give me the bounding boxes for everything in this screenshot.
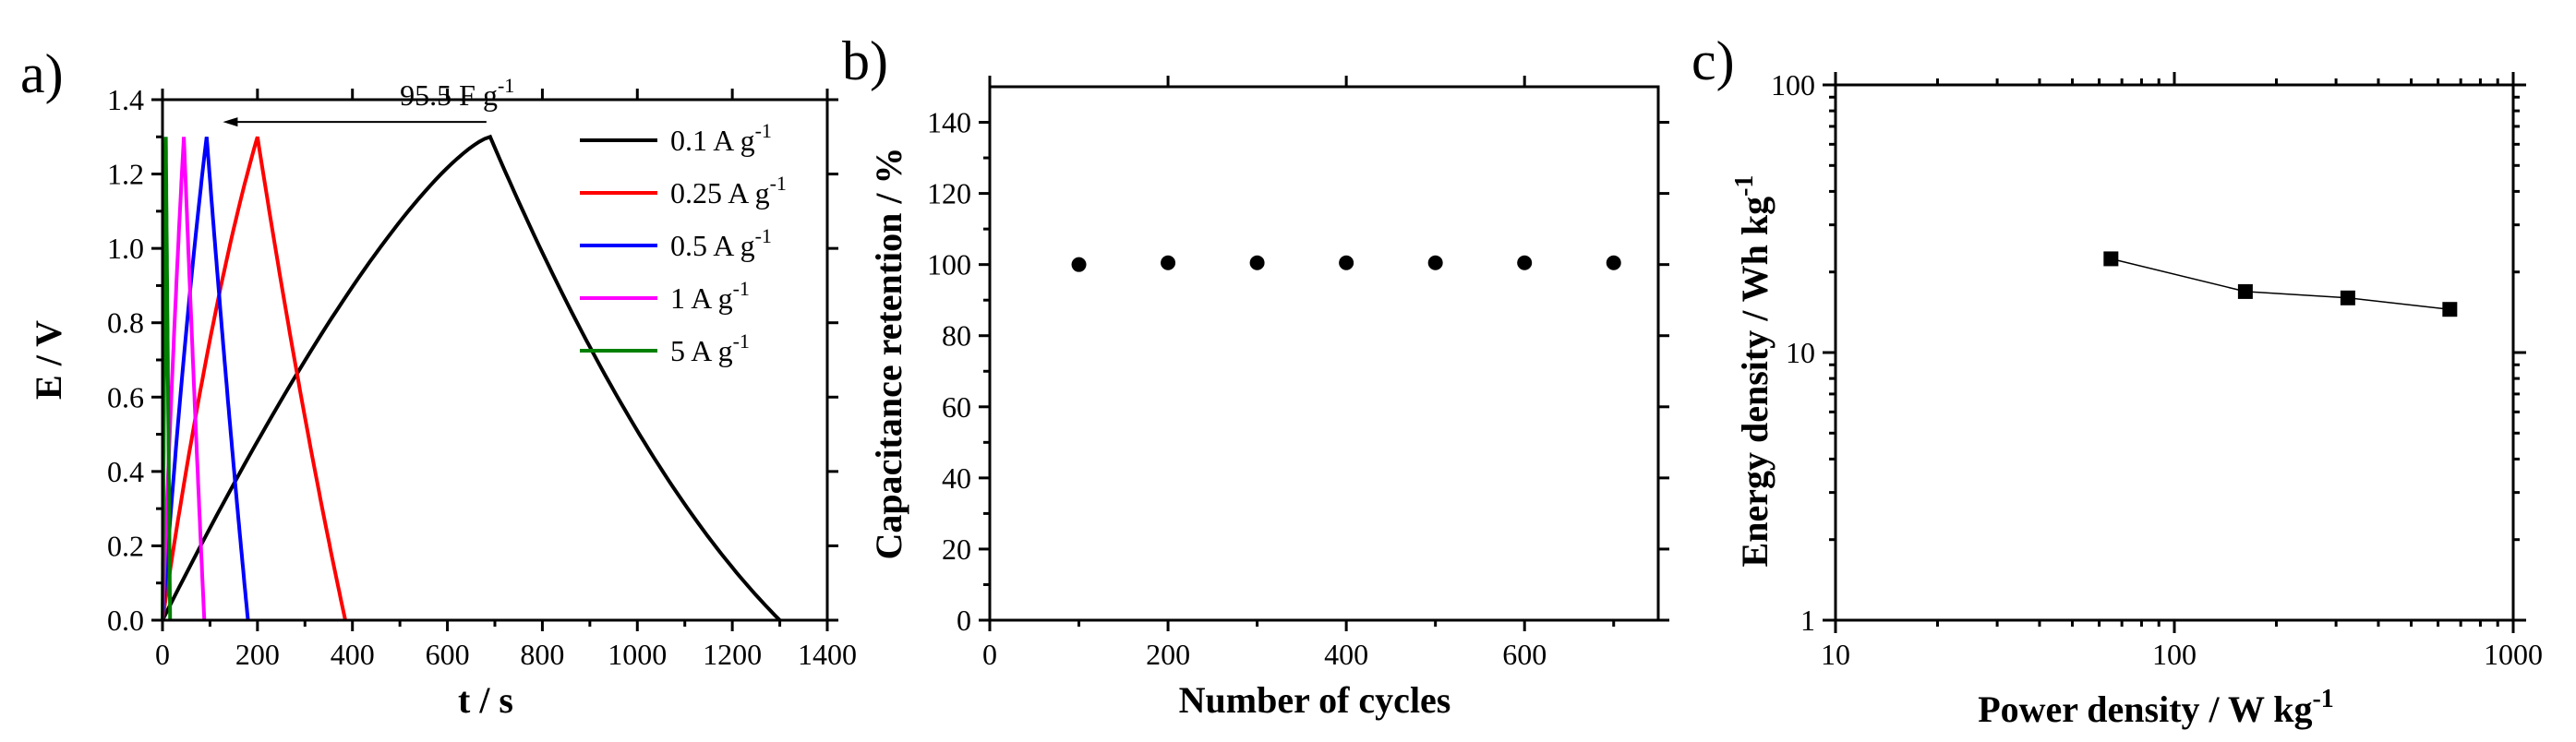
- panel-a-y-tick-label: 0.4: [107, 455, 144, 488]
- panel-b-cycling-chart: b) 0 200 400 600 0 20 40 60 80 100 120 140 Number o…: [842, 30, 1669, 721]
- panel-a-ticks: 0 200 400 600 800 1000 1200 1400 0.0 0.2 0.4 0.6 0.8…: [107, 83, 857, 671]
- panel-b-y-tick-label: 140: [927, 106, 971, 139]
- capacitance-annotation-text: 95.5 F g-1: [400, 74, 514, 112]
- panel-c-y-tick-label: 10: [1786, 336, 1815, 369]
- panel-b-y-tick-label: 40: [942, 461, 971, 495]
- panel-c-y-axis-title-main: Energy density / Wh kg: [1734, 197, 1776, 568]
- panel-b-y-tick-label: 60: [942, 390, 971, 424]
- panel-b-x-tick-label: 200: [1146, 638, 1190, 671]
- ragone-point: [2340, 290, 2355, 305]
- panel-c-x-tick-label: 100: [2152, 638, 2197, 671]
- legend-label-main: 0.25 A g: [670, 176, 770, 209]
- panel-c-y-axis-title: Energy density / Wh kg-1: [1730, 175, 1776, 568]
- ragone-point: [2237, 283, 2253, 299]
- series-curve-1: [161, 136, 347, 621]
- legend-label-sup: -1: [755, 224, 772, 247]
- panel-b-x-axis-title: Number of cycles: [1179, 679, 1451, 721]
- legend-label-sup: -1: [733, 329, 750, 353]
- panel-a-y-tick-label: 0.2: [107, 529, 144, 562]
- legend-label-4: 5 A g-1: [670, 329, 750, 367]
- legend-label-2: 0.5 A g-1: [670, 224, 772, 262]
- panel-b-label: b): [842, 30, 888, 91]
- panel-a-y-tick-label: 1.2: [107, 158, 144, 191]
- panel-a-y-tick-label: 1.4: [107, 83, 144, 116]
- panel-b-y-tick-label: 80: [942, 319, 971, 353]
- legend-label-main: 0.5 A g: [670, 229, 755, 262]
- ragone-line: [2111, 257, 2450, 310]
- panel-a-legend: 0.1 A g-10.25 A g-10.5 A g-11 A g-15 A g…: [580, 119, 787, 367]
- legend-label-3: 1 A g-1: [670, 277, 750, 315]
- series-curve-2: [161, 137, 250, 621]
- panel-c-label: c): [1691, 30, 1735, 91]
- panel-b-x-tick-label: 0: [982, 638, 997, 671]
- panel-b-ticks: 0 200 400 600 0 20 40 60 80 100 120 140: [927, 76, 1669, 671]
- legend-label-sup: -1: [733, 277, 750, 300]
- legend-label-1: 0.25 A g-1: [670, 172, 787, 209]
- panel-c-x-tick-label: 1000: [2484, 638, 2543, 671]
- panel-a-x-tick-label: 1400: [798, 638, 857, 671]
- retention-point: [1249, 255, 1265, 270]
- panel-c-series: [2103, 251, 2458, 317]
- legend-label-sup: -1: [770, 172, 787, 195]
- series-curve-0: [161, 134, 782, 622]
- panel-a-x-tick-label: 800: [520, 638, 564, 671]
- legend-label-sup: -1: [755, 119, 772, 142]
- panel-a-x-tick-label: 1200: [703, 638, 762, 671]
- panel-b-y-tick-label: 0: [957, 604, 971, 637]
- panel-a-y-tick-label: 0.0: [107, 604, 144, 637]
- retention-point: [1517, 255, 1533, 270]
- retention-point: [1606, 255, 1621, 270]
- capacitance-annotation-sup: -1: [498, 74, 514, 97]
- panel-c-y-axis-title-sup: -1: [1730, 175, 1759, 197]
- panel-a-y-tick-label: 0.6: [107, 380, 144, 413]
- ragone-point: [2103, 251, 2119, 267]
- retention-point: [1339, 255, 1354, 270]
- panel-b-y-tick-label: 100: [927, 248, 971, 281]
- panel-a-x-axis-title: t / s: [458, 679, 513, 721]
- panel-a-y-tick-label: 0.8: [107, 306, 144, 340]
- retention-point: [1427, 255, 1443, 270]
- panel-a-y-tick-label: 1.0: [107, 232, 144, 265]
- panel-b-y-axis-title: Capacitance retention / %: [868, 148, 909, 560]
- legend-label-main: 0.1 A g: [670, 124, 755, 157]
- panel-c-x-axis-title-sup: -1: [2312, 685, 2333, 713]
- panel-a-y-axis-title: E / V: [28, 320, 69, 400]
- capacitance-arrowhead: [223, 117, 238, 127]
- panel-c-x-tick-label: 10: [1821, 638, 1850, 671]
- legend-label-0: 0.1 A g-1: [670, 119, 772, 157]
- panel-a-x-tick-label: 0: [155, 638, 170, 671]
- panel-c-x-axis-title: Power density / W kg-1: [1978, 685, 2334, 730]
- panel-b-points: [1071, 255, 1621, 272]
- legend-label-main: 1 A g: [670, 281, 733, 315]
- panel-c-x-axis-title-main: Power density / W kg: [1978, 688, 2312, 730]
- panel-b-x-tick-label: 600: [1502, 638, 1547, 671]
- panel-a-charge-discharge-chart: a) 95.5 F g-1 0.1 A g-10.25 A g-10.5 A g…: [20, 43, 857, 721]
- panel-b-x-tick-label: 400: [1324, 638, 1368, 671]
- panel-c-y-tick-label: 100: [1771, 68, 1815, 102]
- panel-c-plot-frame: [1834, 83, 2515, 622]
- panel-b-plot-frame: [988, 85, 1660, 622]
- retention-point: [1161, 255, 1176, 270]
- retention-point: [1071, 257, 1087, 272]
- panel-a-x-tick-label: 1000: [608, 638, 667, 671]
- panel-b-y-tick-label: 120: [927, 177, 971, 210]
- panel-a-label: a): [20, 43, 64, 104]
- ragone-point: [2442, 302, 2458, 317]
- panel-c-y-tick-label: 1: [1800, 604, 1815, 637]
- panel-b-y-tick-label: 20: [942, 533, 971, 566]
- legend-label-main: 5 A g: [670, 334, 733, 367]
- panel-a-x-tick-label: 400: [331, 638, 375, 671]
- panel-a-x-tick-label: 200: [235, 638, 280, 671]
- panel-a-x-tick-label: 600: [426, 638, 470, 671]
